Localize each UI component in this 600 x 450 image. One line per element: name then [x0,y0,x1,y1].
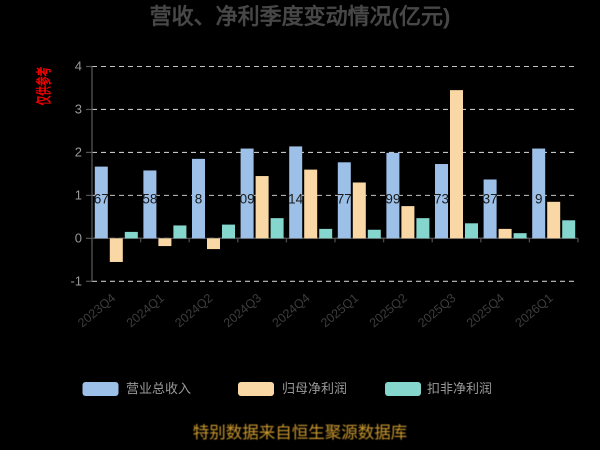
svg-text:09: 09 [240,192,255,207]
svg-text:营收、净利季度变动情况(亿元): 营收、净利季度变动情况(亿元) [150,4,451,29]
svg-text:归母净利润: 归母净利润 [282,381,347,396]
svg-text:73: 73 [434,192,449,207]
svg-text:2: 2 [75,144,82,159]
svg-text:1: 1 [75,187,82,202]
svg-text:8: 8 [195,192,203,207]
svg-text:58: 58 [142,192,157,207]
svg-text:14: 14 [288,192,304,207]
svg-text:9: 9 [535,192,543,207]
svg-text:4: 4 [75,59,82,74]
svg-text:仅供参考: 仅供参考 [35,67,53,106]
svg-text:99: 99 [385,192,400,207]
svg-text:3: 3 [75,101,82,116]
svg-text:特别数据来自恒生聚源数据库: 特别数据来自恒生聚源数据库 [193,423,408,442]
svg-text:67: 67 [94,192,109,207]
svg-text:37: 37 [483,192,498,207]
svg-text:0: 0 [75,230,82,245]
svg-text:营业总收入: 营业总收入 [126,381,191,396]
svg-text:77: 77 [337,192,352,207]
svg-text:-1: -1 [70,273,82,288]
svg-text:扣非净利润: 扣非净利润 [427,381,492,396]
